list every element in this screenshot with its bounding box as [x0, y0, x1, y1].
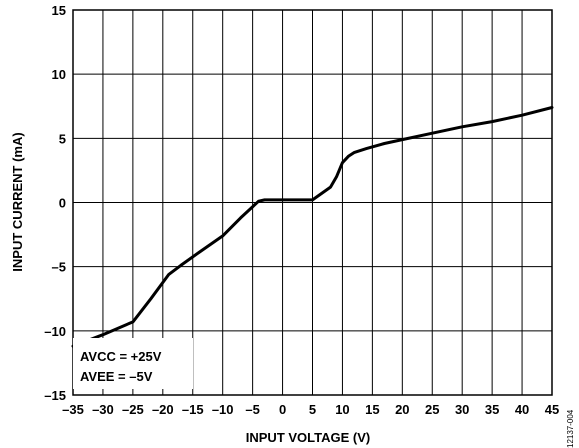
x-tick-label: –30	[92, 402, 114, 417]
x-tick-label: 30	[455, 402, 469, 417]
x-tick-label: –35	[62, 402, 84, 417]
y-tick-label: –10	[44, 324, 66, 339]
x-tick-label: 5	[309, 402, 316, 417]
x-tick-label: 25	[425, 402, 439, 417]
x-tick-label: –20	[152, 402, 174, 417]
annotation-box	[73, 338, 193, 389]
y-axis-title: INPUT CURRENT (mA)	[10, 132, 25, 271]
figure-id: 12137-004	[566, 409, 575, 448]
y-tick-label: 10	[52, 67, 66, 82]
series-layer	[71, 106, 554, 348]
annotation-avee: AVEE = –5V	[80, 369, 153, 384]
annotation-avcc: AVCC = +25V	[80, 349, 162, 364]
x-tick-label: 0	[279, 402, 286, 417]
plot-border	[72, 9, 553, 396]
x-tick-label: –10	[212, 402, 234, 417]
y-tick-label: 5	[59, 131, 66, 146]
x-tick-label: 15	[365, 402, 379, 417]
series-line	[71, 106, 554, 348]
x-tick-label: 10	[335, 402, 349, 417]
y-tick-label: 15	[52, 3, 66, 18]
y-tick-label: –5	[52, 260, 66, 275]
x-tick-label: –5	[245, 402, 259, 417]
x-tick-label: 45	[545, 402, 559, 417]
x-tick-label: –15	[182, 402, 204, 417]
x-tick-label: 40	[515, 402, 529, 417]
x-tick-label: 35	[485, 402, 499, 417]
x-tick-label: –25	[122, 402, 144, 417]
x-axis-title: INPUT VOLTAGE (V)	[246, 430, 370, 445]
y-tick-label: –15	[44, 388, 66, 403]
grid	[73, 10, 552, 395]
x-tick-label: 20	[395, 402, 409, 417]
tick-labels: –35 –30 –25 –20 –15 –10 –5 0 5 10 15 20 25 30 35 40 45 –1…	[44, 3, 559, 417]
plot-frame	[72, 9, 553, 396]
y-tick-label: 0	[59, 196, 66, 211]
